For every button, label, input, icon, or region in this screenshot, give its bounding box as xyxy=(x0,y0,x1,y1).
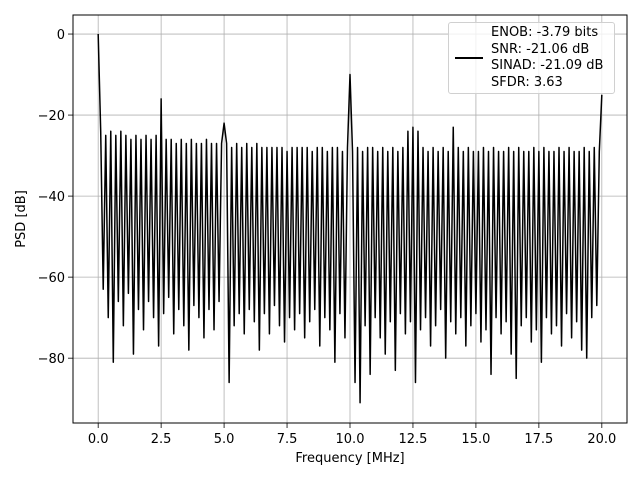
y-tick-label: 0 xyxy=(57,28,65,43)
ticks: 0.0 2.5 5.0 7.5 10.0 12.5 15.0 17.5 20.0 −80 −60 −4… xyxy=(38,28,617,447)
x-tick-label: 10.0 xyxy=(336,432,365,447)
psd-line xyxy=(97,34,603,404)
legend: ENOB: -3.79 bits SNR: -21.06 dB SINAD: -… xyxy=(448,22,615,94)
y-tick-label: −20 xyxy=(38,109,65,124)
y-tick-label: −80 xyxy=(38,352,65,367)
x-tick-label: 2.5 xyxy=(151,432,172,447)
x-tick-label: 20.0 xyxy=(587,432,616,447)
y-tick-label: −60 xyxy=(38,271,65,286)
x-tick-label: 15.0 xyxy=(461,432,490,447)
y-axis-label: PSD [dB] xyxy=(14,190,29,248)
x-tick-label: 0.0 xyxy=(88,432,109,447)
x-tick-label: 17.5 xyxy=(524,432,553,447)
y-tick-label: −40 xyxy=(38,190,65,205)
plot-area xyxy=(97,34,603,404)
x-axis-label: Frequency [MHz] xyxy=(295,451,404,466)
legend-label: ENOB: -3.79 bits SNR: -21.06 dB SINAD: -… xyxy=(491,25,604,90)
x-tick-label: 7.5 xyxy=(277,432,298,447)
x-tick-label: 5.0 xyxy=(214,432,235,447)
x-tick-label: 12.5 xyxy=(398,432,427,447)
legend-swatch xyxy=(455,57,483,59)
